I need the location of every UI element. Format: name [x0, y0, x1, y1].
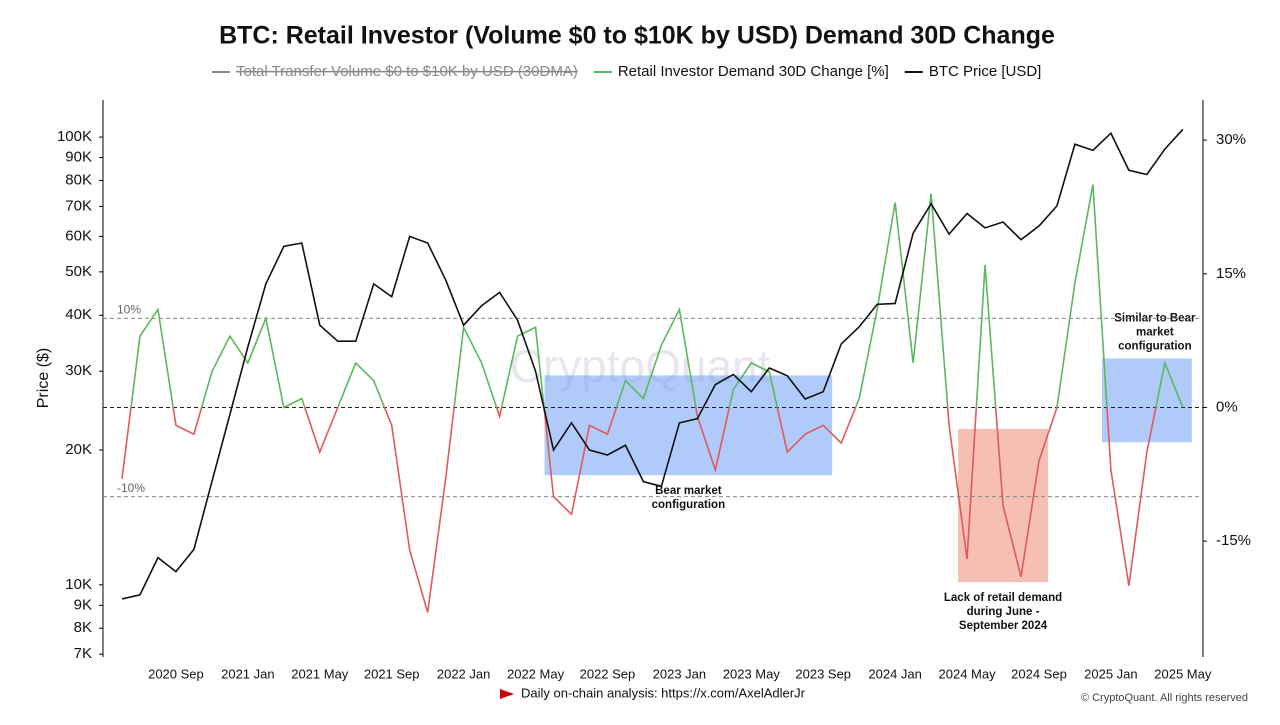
y-tick-label: 90K — [65, 149, 92, 166]
x-tick-label: 2022 Jan — [437, 666, 491, 681]
x-tick-label: 2024 Sep — [1011, 666, 1067, 681]
y-tick-label: 10K — [65, 576, 92, 593]
y-tick-label: 30K — [65, 362, 92, 379]
region — [1101, 358, 1192, 443]
y-axis-label: Price ($) — [35, 348, 52, 408]
y-tick-label: 70K — [65, 197, 92, 214]
region-label: market — [1136, 326, 1174, 338]
y2-tick-label: 15% — [1216, 265, 1246, 282]
y2-tick-label: -15% — [1216, 532, 1251, 549]
y2-tick-label: 0% — [1216, 398, 1238, 415]
region-label: Lack of retail demand — [944, 592, 1062, 604]
x-tick-label: 2024 May — [939, 666, 997, 681]
x-tick-label: 2024 Jan — [868, 666, 922, 681]
region-label: during June - — [967, 606, 1040, 618]
y-tick-label: 60K — [65, 227, 92, 244]
series-line-positive — [130, 184, 1184, 408]
x-tick-label: 2025 Jan — [1084, 666, 1138, 681]
y-tick-label: 7K — [74, 645, 92, 662]
x-tick-label: 2021 May — [291, 666, 349, 681]
y-tick-label: 8K — [74, 619, 92, 636]
copyright: © CryptoQuant. All rights reserved — [1081, 692, 1248, 704]
x-tick-label: 2020 Sep — [148, 666, 204, 681]
x-tick-label: 2022 May — [507, 666, 565, 681]
region — [544, 375, 833, 476]
x-tick-label: 2023 May — [723, 666, 781, 681]
series-line-negative — [121, 407, 1183, 613]
chart-title: BTC: Retail Investor (Volume $0 to $10K … — [219, 22, 1055, 50]
ref-label: -10% — [117, 481, 145, 495]
x-tick-label: 2022 Sep — [580, 666, 636, 681]
series-line — [121, 128, 1184, 600]
x-tick-label: 2021 Jan — [221, 666, 275, 681]
x-tick-label: 2023 Sep — [795, 666, 851, 681]
y-tick-label: 20K — [65, 441, 92, 458]
y-tick-label: 50K — [65, 263, 92, 280]
x-tick-label: 2021 Sep — [364, 666, 420, 681]
footer-icon — [500, 689, 514, 699]
y-tick-label: 80K — [65, 171, 92, 188]
legend-label: BTC Price [USD] — [929, 63, 1042, 80]
region-label: configuration — [652, 499, 725, 511]
y-tick-label: 40K — [65, 306, 92, 323]
region-label: configuration — [1118, 340, 1191, 352]
footer: Daily on-chain analysis: https://x.com/A… — [521, 685, 806, 700]
region-label: September 2024 — [959, 620, 1048, 632]
legend-label: Total Transfer Volume $0 to $10K by USD … — [236, 63, 578, 80]
ref-label: 10% — [117, 303, 141, 317]
region-label: Bear market — [655, 485, 722, 497]
y-tick-label: 100K — [57, 128, 92, 145]
legend-label: Retail Investor Demand 30D Change [%] — [618, 63, 889, 80]
x-tick-label: 2023 Jan — [653, 666, 707, 681]
x-tick-label: 2025 May — [1154, 666, 1212, 681]
y-tick-label: 9K — [74, 596, 92, 613]
y2-tick-label: 30% — [1216, 131, 1246, 148]
